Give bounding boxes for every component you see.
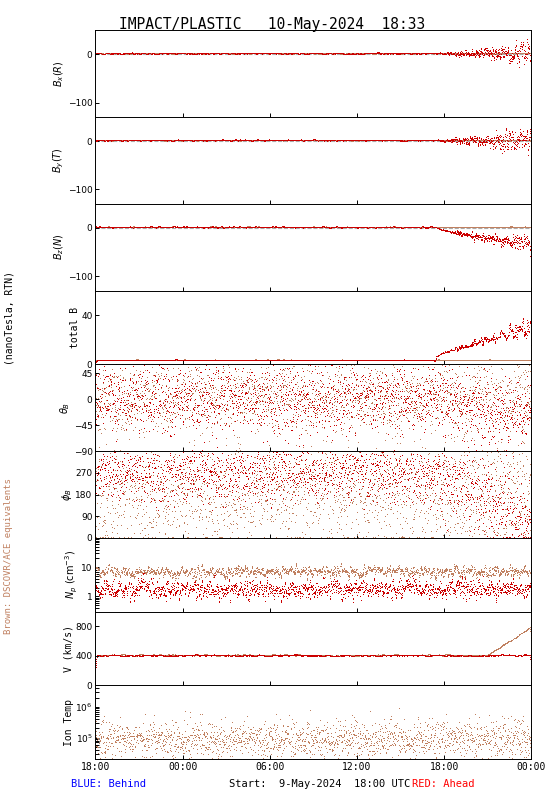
Y-axis label: total B: total B — [70, 307, 80, 348]
Text: IMPACT/PLASTIC   10-May-2024  18:33: IMPACT/PLASTIC 10-May-2024 18:33 — [119, 17, 426, 33]
Text: Brown: DSCOVR/ACE equivalents: Brown: DSCOVR/ACE equivalents — [4, 479, 14, 634]
Text: (nanoTesla, RTN): (nanoTesla, RTN) — [4, 271, 14, 365]
Text: Start:  9-May-2024  18:00 UTC: Start: 9-May-2024 18:00 UTC — [229, 778, 410, 789]
Y-axis label: $B_x(R)$: $B_x(R)$ — [53, 60, 66, 87]
Y-axis label: V (km/s): V (km/s) — [64, 625, 74, 672]
Y-axis label: $B_z(N)$: $B_z(N)$ — [53, 234, 66, 261]
Text: RED: Ahead: RED: Ahead — [411, 778, 474, 789]
Y-axis label: $\theta_B$: $\theta_B$ — [58, 401, 72, 414]
Y-axis label: $\phi_B$: $\phi_B$ — [60, 488, 74, 501]
Y-axis label: Ion Temp: Ion Temp — [64, 699, 74, 746]
Y-axis label: $B_y(T)$: $B_y(T)$ — [52, 148, 66, 173]
Y-axis label: $N_p\ \rm(cm^{-3})$: $N_p\ \rm(cm^{-3})$ — [64, 550, 80, 599]
Text: BLUE: Behind: BLUE: Behind — [71, 778, 146, 789]
